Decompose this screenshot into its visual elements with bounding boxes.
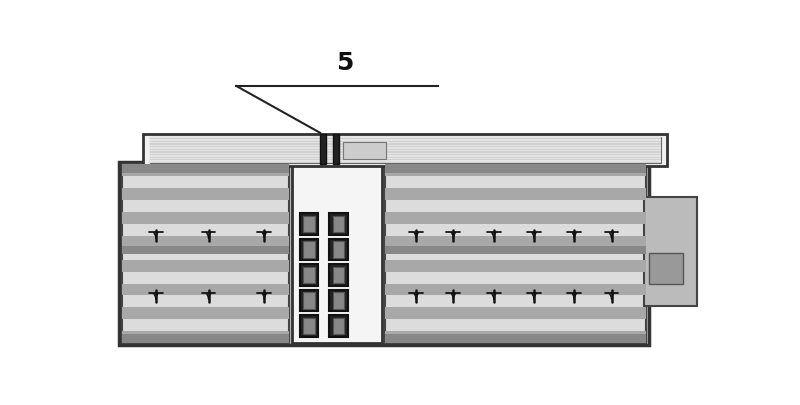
Bar	[150, 150, 661, 151]
Bar	[303, 241, 314, 258]
Bar	[333, 267, 344, 283]
Bar	[122, 236, 289, 248]
Bar	[122, 331, 289, 343]
Bar	[150, 138, 661, 139]
Bar	[300, 315, 318, 337]
Bar	[122, 246, 289, 254]
Bar	[320, 134, 326, 164]
Bar	[150, 139, 661, 141]
Bar	[150, 137, 661, 138]
Bar	[150, 154, 661, 155]
Bar	[330, 290, 348, 311]
Bar	[150, 142, 661, 143]
Bar	[122, 164, 289, 343]
Bar	[343, 142, 386, 159]
Bar	[333, 241, 344, 258]
Bar	[122, 284, 289, 296]
Bar	[150, 147, 661, 149]
Bar	[330, 315, 348, 337]
Bar	[122, 334, 289, 343]
Bar	[333, 318, 344, 334]
Bar	[300, 239, 318, 260]
Bar	[150, 151, 661, 153]
Bar	[150, 158, 661, 159]
Bar	[333, 216, 344, 232]
Bar	[330, 239, 348, 260]
Bar	[150, 159, 661, 160]
Bar	[300, 213, 318, 235]
Bar	[150, 141, 661, 142]
Bar	[333, 134, 338, 164]
Bar	[644, 197, 697, 306]
Bar	[330, 213, 348, 235]
Bar	[386, 307, 646, 320]
Bar	[122, 260, 289, 272]
Bar	[150, 153, 661, 154]
Bar	[386, 164, 646, 173]
Bar	[150, 137, 661, 163]
Bar	[386, 188, 646, 200]
Bar	[150, 145, 661, 146]
Bar	[386, 164, 646, 176]
Bar	[386, 260, 646, 272]
Text: 5: 5	[336, 51, 354, 75]
Bar	[150, 143, 661, 145]
Bar	[303, 267, 314, 283]
Bar	[143, 134, 667, 166]
Bar	[386, 334, 646, 343]
Bar	[122, 164, 289, 176]
Bar	[303, 216, 314, 232]
Bar	[150, 149, 661, 150]
Bar	[649, 253, 683, 284]
Bar	[118, 162, 649, 345]
Bar	[333, 292, 344, 309]
Bar	[122, 212, 289, 224]
Bar	[150, 160, 661, 162]
Bar	[386, 284, 646, 296]
Bar	[150, 155, 661, 156]
Bar	[122, 188, 289, 200]
Bar	[386, 236, 646, 248]
Bar	[292, 164, 382, 343]
Bar	[122, 307, 289, 320]
Bar	[150, 162, 661, 163]
Bar	[386, 164, 646, 343]
Bar	[386, 212, 646, 224]
Bar	[386, 331, 646, 343]
Bar	[303, 292, 314, 309]
Bar	[150, 156, 661, 158]
Bar	[300, 264, 318, 286]
Bar	[122, 164, 289, 173]
Bar	[386, 246, 646, 254]
Bar	[300, 290, 318, 311]
Bar	[303, 318, 314, 334]
Bar	[150, 146, 661, 147]
Bar	[330, 264, 348, 286]
